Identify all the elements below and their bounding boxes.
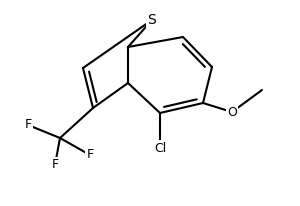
Text: O: O	[227, 105, 237, 118]
Text: F: F	[24, 118, 32, 131]
Text: F: F	[86, 149, 94, 162]
Text: S: S	[148, 13, 156, 27]
Text: F: F	[51, 158, 58, 172]
Text: Cl: Cl	[154, 142, 166, 154]
